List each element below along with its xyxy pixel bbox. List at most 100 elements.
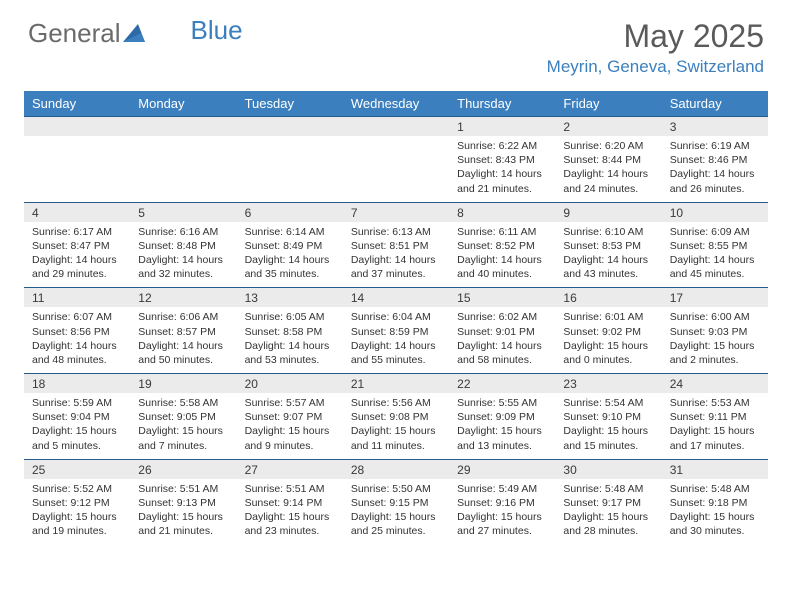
day-number-cell: 30 (555, 459, 661, 479)
sunrise-text: Sunrise: 5:52 AM (32, 482, 122, 496)
day2-text: and 27 minutes. (457, 524, 547, 538)
sunset-text: Sunset: 8:56 PM (32, 325, 122, 339)
day-number-cell: 10 (662, 202, 768, 222)
day-number-cell: 27 (237, 459, 343, 479)
day1-text: Daylight: 14 hours (32, 253, 122, 267)
day1-text: Daylight: 14 hours (32, 339, 122, 353)
day-number-cell: 11 (24, 287, 130, 307)
day-detail-cell: Sunrise: 5:56 AMSunset: 9:08 PMDaylight:… (343, 393, 449, 459)
day1-text: Daylight: 14 hours (138, 253, 228, 267)
day2-text: and 28 minutes. (563, 524, 653, 538)
sunrise-text: Sunrise: 5:54 AM (563, 396, 653, 410)
sunset-text: Sunset: 8:43 PM (457, 153, 547, 167)
sunset-text: Sunset: 9:15 PM (351, 496, 441, 510)
sunset-text: Sunset: 8:44 PM (563, 153, 653, 167)
day1-text: Daylight: 15 hours (351, 510, 441, 524)
day1-text: Daylight: 15 hours (670, 510, 760, 524)
sunrise-text: Sunrise: 5:58 AM (138, 396, 228, 410)
day-detail-cell: Sunrise: 6:09 AMSunset: 8:55 PMDaylight:… (662, 222, 768, 288)
sunset-text: Sunset: 8:57 PM (138, 325, 228, 339)
page-header: General Blue May 2025 Meyrin, Geneva, Sw… (0, 0, 792, 81)
day-detail-cell: Sunrise: 5:57 AMSunset: 9:07 PMDaylight:… (237, 393, 343, 459)
day-detail-cell: Sunrise: 6:07 AMSunset: 8:56 PMDaylight:… (24, 307, 130, 373)
day-number-cell: 21 (343, 373, 449, 393)
day1-text: Daylight: 15 hours (351, 424, 441, 438)
logo: General Blue (28, 18, 243, 49)
day1-text: Daylight: 15 hours (563, 424, 653, 438)
day2-text: and 55 minutes. (351, 353, 441, 367)
day-number-cell: 5 (130, 202, 236, 222)
day1-text: Daylight: 14 hours (563, 253, 653, 267)
sunset-text: Sunset: 8:51 PM (351, 239, 441, 253)
day-detail-cell (130, 136, 236, 202)
day2-text: and 0 minutes. (563, 353, 653, 367)
day-detail-cell: Sunrise: 5:51 AMSunset: 9:13 PMDaylight:… (130, 479, 236, 545)
day-number-row: 45678910 (24, 202, 768, 222)
sunset-text: Sunset: 8:58 PM (245, 325, 335, 339)
day2-text: and 37 minutes. (351, 267, 441, 281)
day-detail-cell: Sunrise: 5:48 AMSunset: 9:17 PMDaylight:… (555, 479, 661, 545)
day-detail-cell: Sunrise: 6:13 AMSunset: 8:51 PMDaylight:… (343, 222, 449, 288)
day-number-cell: 18 (24, 373, 130, 393)
day-number-cell: 9 (555, 202, 661, 222)
weekday-label: Wednesday (343, 91, 449, 116)
day1-text: Daylight: 14 hours (351, 339, 441, 353)
day-detail-cell: Sunrise: 6:22 AMSunset: 8:43 PMDaylight:… (449, 136, 555, 202)
day-detail-cell: Sunrise: 6:00 AMSunset: 9:03 PMDaylight:… (662, 307, 768, 373)
logo-text-2: Blue (191, 15, 243, 46)
sunrise-text: Sunrise: 6:01 AM (563, 310, 653, 324)
sunset-text: Sunset: 9:13 PM (138, 496, 228, 510)
month-title: May 2025 (547, 18, 764, 55)
day2-text: and 45 minutes. (670, 267, 760, 281)
day-detail-row: Sunrise: 6:22 AMSunset: 8:43 PMDaylight:… (24, 136, 768, 202)
day1-text: Daylight: 15 hours (670, 424, 760, 438)
day1-text: Daylight: 14 hours (563, 167, 653, 181)
day-detail-cell: Sunrise: 6:01 AMSunset: 9:02 PMDaylight:… (555, 307, 661, 373)
day-number-cell: 14 (343, 287, 449, 307)
day-number-row: 18192021222324 (24, 373, 768, 393)
weekday-label: Saturday (662, 91, 768, 116)
weeks-container: 123Sunrise: 6:22 AMSunset: 8:43 PMDaylig… (24, 116, 768, 544)
weekday-label: Sunday (24, 91, 130, 116)
sunset-text: Sunset: 9:07 PM (245, 410, 335, 424)
weekday-label: Friday (555, 91, 661, 116)
sunrise-text: Sunrise: 5:59 AM (32, 396, 122, 410)
day-number-cell: 20 (237, 373, 343, 393)
day-detail-cell: Sunrise: 6:16 AMSunset: 8:48 PMDaylight:… (130, 222, 236, 288)
sunrise-text: Sunrise: 5:53 AM (670, 396, 760, 410)
sunrise-text: Sunrise: 6:14 AM (245, 225, 335, 239)
location-text: Meyrin, Geneva, Switzerland (547, 57, 764, 77)
sunset-text: Sunset: 9:03 PM (670, 325, 760, 339)
day-detail-cell: Sunrise: 5:53 AMSunset: 9:11 PMDaylight:… (662, 393, 768, 459)
sunrise-text: Sunrise: 6:02 AM (457, 310, 547, 324)
sunset-text: Sunset: 8:46 PM (670, 153, 760, 167)
day1-text: Daylight: 15 hours (670, 339, 760, 353)
day1-text: Daylight: 14 hours (245, 339, 335, 353)
day-detail-cell (24, 136, 130, 202)
day-number-cell (343, 116, 449, 136)
day-number-cell: 26 (130, 459, 236, 479)
day-number-row: 123 (24, 116, 768, 136)
sunset-text: Sunset: 9:01 PM (457, 325, 547, 339)
sunset-text: Sunset: 8:55 PM (670, 239, 760, 253)
day-number-cell: 3 (662, 116, 768, 136)
sunset-text: Sunset: 9:17 PM (563, 496, 653, 510)
day2-text: and 17 minutes. (670, 439, 760, 453)
day2-text: and 40 minutes. (457, 267, 547, 281)
sunrise-text: Sunrise: 6:07 AM (32, 310, 122, 324)
day-detail-cell: Sunrise: 5:49 AMSunset: 9:16 PMDaylight:… (449, 479, 555, 545)
day2-text: and 5 minutes. (32, 439, 122, 453)
logo-text-1: General (28, 18, 121, 49)
day2-text: and 19 minutes. (32, 524, 122, 538)
day2-text: and 29 minutes. (32, 267, 122, 281)
sunset-text: Sunset: 9:10 PM (563, 410, 653, 424)
day-number-cell: 17 (662, 287, 768, 307)
day1-text: Daylight: 14 hours (457, 167, 547, 181)
day1-text: Daylight: 14 hours (138, 339, 228, 353)
day-detail-cell: Sunrise: 6:04 AMSunset: 8:59 PMDaylight:… (343, 307, 449, 373)
day2-text: and 58 minutes. (457, 353, 547, 367)
day-detail-row: Sunrise: 6:17 AMSunset: 8:47 PMDaylight:… (24, 222, 768, 288)
day-detail-row: Sunrise: 6:07 AMSunset: 8:56 PMDaylight:… (24, 307, 768, 373)
day-detail-cell: Sunrise: 5:54 AMSunset: 9:10 PMDaylight:… (555, 393, 661, 459)
sunset-text: Sunset: 8:59 PM (351, 325, 441, 339)
